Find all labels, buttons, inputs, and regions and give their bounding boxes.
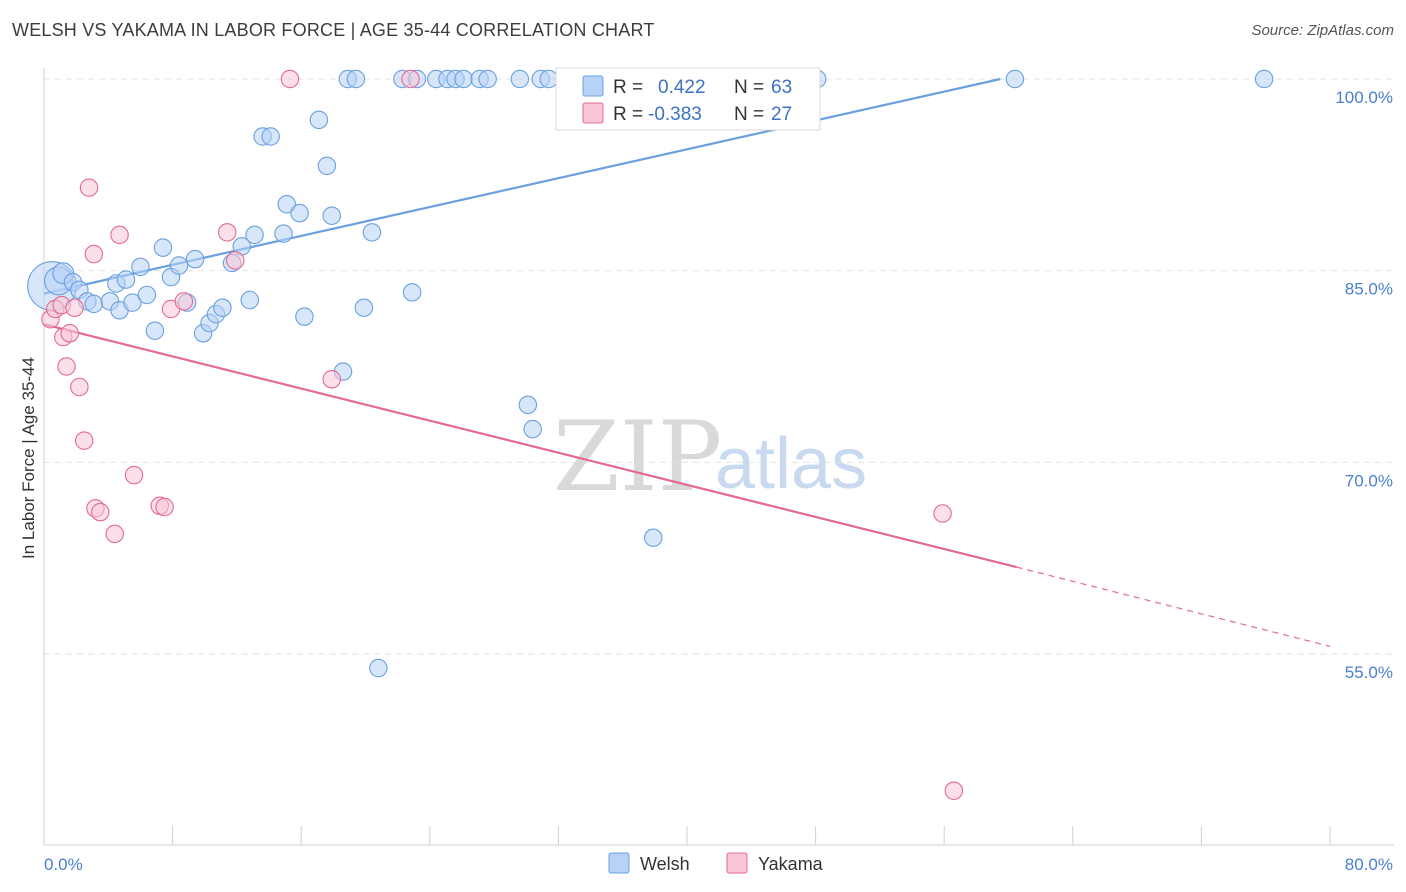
- data-point-welsh: [322, 206, 341, 225]
- axes: [43, 68, 1394, 846]
- data-point-welsh: [169, 256, 189, 275]
- stats-legend: R = 0.422 N = 63 R = -0.383 N = 27: [555, 67, 821, 131]
- data-point-welsh: [1005, 69, 1025, 89]
- trend-extension-yakama: [1016, 566, 1331, 647]
- data-point-welsh: [346, 69, 366, 89]
- data-point-yakama: [84, 244, 104, 264]
- legend-r-value: 0.422: [658, 77, 706, 98]
- watermark-zip: ZIP: [553, 401, 722, 513]
- trend-lines: [43, 77, 1331, 647]
- data-point-yakama: [57, 357, 76, 376]
- data-point-welsh: [317, 156, 337, 176]
- data-point-yakama: [124, 465, 144, 485]
- data-point-welsh: [510, 69, 530, 89]
- data-point-welsh: [478, 69, 497, 89]
- data-point-welsh: [185, 249, 205, 269]
- data-point-welsh: [539, 69, 559, 89]
- data-point-welsh: [137, 285, 157, 305]
- data-point-yakama: [70, 377, 89, 397]
- data-point-yakama: [155, 497, 174, 517]
- legend-swatch-welsh: [582, 75, 604, 97]
- data-point-yakama: [401, 69, 420, 89]
- watermark-atlas: atlas: [715, 424, 867, 504]
- x-tick-label: 80.0%: [1345, 855, 1393, 874]
- data-point-welsh: [153, 238, 173, 257]
- legend-swatch-welsh: [608, 852, 630, 874]
- data-point-welsh: [245, 225, 264, 245]
- data-point-yakama: [226, 251, 245, 270]
- data-point-yakama: [60, 324, 79, 343]
- data-point-yakama: [74, 431, 94, 450]
- data-point-welsh: [261, 127, 280, 146]
- data-point-welsh: [213, 298, 232, 317]
- data-point-yakama: [218, 223, 237, 242]
- data-point-welsh: [295, 307, 314, 326]
- data-point-yakama: [933, 504, 952, 523]
- source-label: Source: ZipAtlas.com: [1251, 22, 1394, 39]
- y-tick-label: 55.0%: [1345, 663, 1393, 682]
- watermark: ZIP atlas: [553, 401, 867, 513]
- data-point-welsh: [84, 294, 104, 314]
- data-point-welsh: [1254, 69, 1274, 89]
- data-point-yakama: [110, 225, 129, 245]
- legend-r-value: -0.383: [648, 104, 702, 125]
- data-point-welsh: [116, 270, 136, 289]
- legend-n-value: 63: [771, 77, 792, 98]
- y-tick-label: 100.0%: [1335, 88, 1393, 107]
- legend-label-yakama: Yakama: [758, 854, 824, 874]
- data-point-welsh: [274, 224, 293, 243]
- legend-label-welsh: Welsh: [640, 854, 690, 874]
- y-tick-labels: 100.0% 85.0% 70.0% 55.0%: [1335, 88, 1393, 682]
- data-point-welsh: [643, 528, 663, 547]
- legend-swatch-yakama: [726, 852, 748, 874]
- data-point-yakama: [322, 370, 341, 389]
- legend-r-label: R =: [613, 104, 643, 125]
- data-point-yakama: [174, 292, 194, 311]
- data-point-welsh: [290, 203, 309, 223]
- data-point-welsh: [240, 290, 260, 310]
- legend-n-value: 27: [771, 104, 792, 125]
- data-point-welsh: [277, 194, 296, 214]
- legend-n-label: N =: [734, 104, 764, 125]
- data-point-yakama: [105, 524, 124, 544]
- data-point-yakama: [91, 502, 110, 522]
- scatter-points: [27, 69, 1274, 800]
- data-point-welsh: [369, 658, 388, 678]
- data-point-welsh: [518, 395, 538, 415]
- data-point-yakama: [280, 69, 300, 89]
- data-point-welsh: [145, 321, 165, 340]
- x-tick-label: 0.0%: [44, 855, 83, 874]
- data-point-welsh: [354, 298, 374, 317]
- y-tick-label: 70.0%: [1345, 471, 1393, 490]
- data-point-welsh: [362, 223, 382, 242]
- chart-title: WELSH VS YAKAMA IN LABOR FORCE | AGE 35-…: [12, 20, 655, 40]
- data-point-welsh: [454, 69, 473, 89]
- data-point-welsh: [402, 283, 422, 302]
- data-point-yakama: [65, 298, 84, 317]
- legend-swatch-yakama: [582, 102, 604, 124]
- trend-line-yakama: [43, 323, 1017, 569]
- data-point-welsh: [309, 110, 329, 130]
- y-axis-label: In Labor Force | Age 35-44: [19, 357, 38, 559]
- x-tick-labels: 0.0% 80.0%: [44, 855, 1393, 874]
- series-legend: Welsh Yakama: [608, 852, 824, 874]
- gridlines: [44, 78, 1394, 655]
- data-point-welsh: [123, 293, 142, 312]
- y-tick-label: 85.0%: [1345, 280, 1393, 299]
- legend-r-label: R =: [613, 77, 643, 98]
- data-point-welsh: [523, 419, 542, 439]
- data-point-yakama: [79, 178, 99, 197]
- data-point-yakama: [944, 781, 964, 800]
- legend-n-label: N =: [734, 77, 764, 98]
- data-point-welsh: [131, 257, 150, 277]
